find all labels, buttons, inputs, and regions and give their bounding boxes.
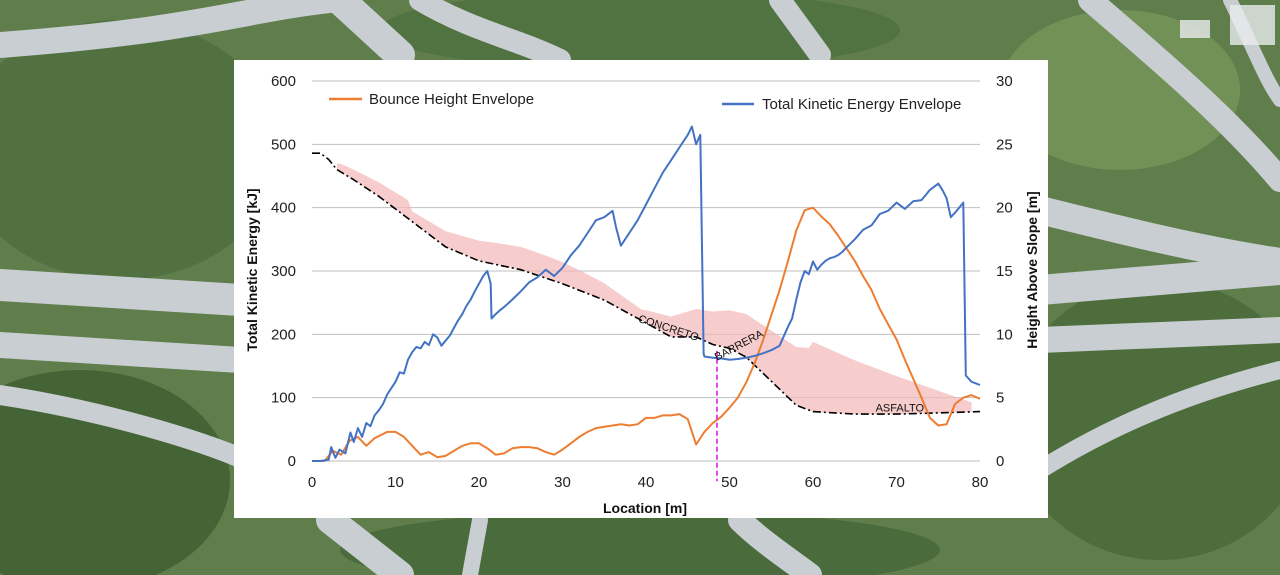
y-right-tick-label: 0 [996, 453, 1004, 470]
y-left-tick-label: 300 [271, 263, 296, 280]
slope-profile [312, 152, 981, 415]
x-tick-label: 10 [387, 474, 404, 491]
x-tick-label: 80 [972, 474, 989, 491]
y-left-tick-label: 400 [271, 200, 296, 217]
chart: 0 10 20 30 40 50 60 70 80 0 100 200 300 400 500 600 0 5 10… [244, 73, 1040, 516]
y-right-tick-label: 5 [996, 390, 1004, 407]
y-left-tick-label: 200 [271, 326, 296, 343]
y-left-tick-label: 500 [271, 136, 296, 153]
x-tick-label: 70 [888, 474, 905, 491]
legend-label-energy: Total Kinetic Energy Envelope [762, 96, 961, 113]
y-right-tick-label: 25 [996, 136, 1013, 153]
y-axis-left-title: Total Kinetic Energy [kJ] [244, 188, 260, 351]
slope-profile-line [312, 152, 981, 415]
y-left-tick-label: 600 [271, 73, 296, 90]
chart-panel: 0 10 20 30 40 50 60 70 80 0 100 200 300 400 500 600 0 5 10… [234, 60, 1048, 518]
bounce-height-line [312, 206, 981, 462]
legend-label-bounce: Bounce Height Envelope [369, 91, 534, 108]
trajectory-envelope [337, 163, 972, 415]
y-right-tick-label: 10 [996, 326, 1013, 343]
x-tick-label: 40 [638, 474, 655, 491]
grid [312, 80, 980, 462]
x-tick-label: 0 [308, 474, 316, 491]
tick-labels: 0 10 20 30 40 50 60 70 80 0 100 200 300 400 500 600 0 5 10… [271, 73, 1013, 491]
series-lines [312, 125, 981, 462]
y-right-tick-label: 15 [996, 263, 1013, 280]
x-tick-label: 20 [471, 474, 488, 491]
kinetic-energy-line [312, 125, 981, 462]
x-tick-label: 60 [805, 474, 822, 491]
annotation-label: ASFALTO [876, 403, 925, 415]
y-axis-right-title: Height Above Slope [m] [1024, 191, 1040, 348]
envelope-area [337, 163, 972, 415]
x-tick-label: 50 [721, 474, 738, 491]
legend: Bounce Height Envelope Total Kinetic Ene… [329, 91, 961, 113]
x-axis-title: Location [m] [603, 500, 687, 516]
y-left-tick-label: 0 [288, 453, 296, 470]
y-right-tick-label: 30 [996, 73, 1013, 90]
y-right-tick-label: 20 [996, 200, 1013, 217]
y-left-tick-label: 100 [271, 390, 296, 407]
x-tick-label: 30 [554, 474, 571, 491]
